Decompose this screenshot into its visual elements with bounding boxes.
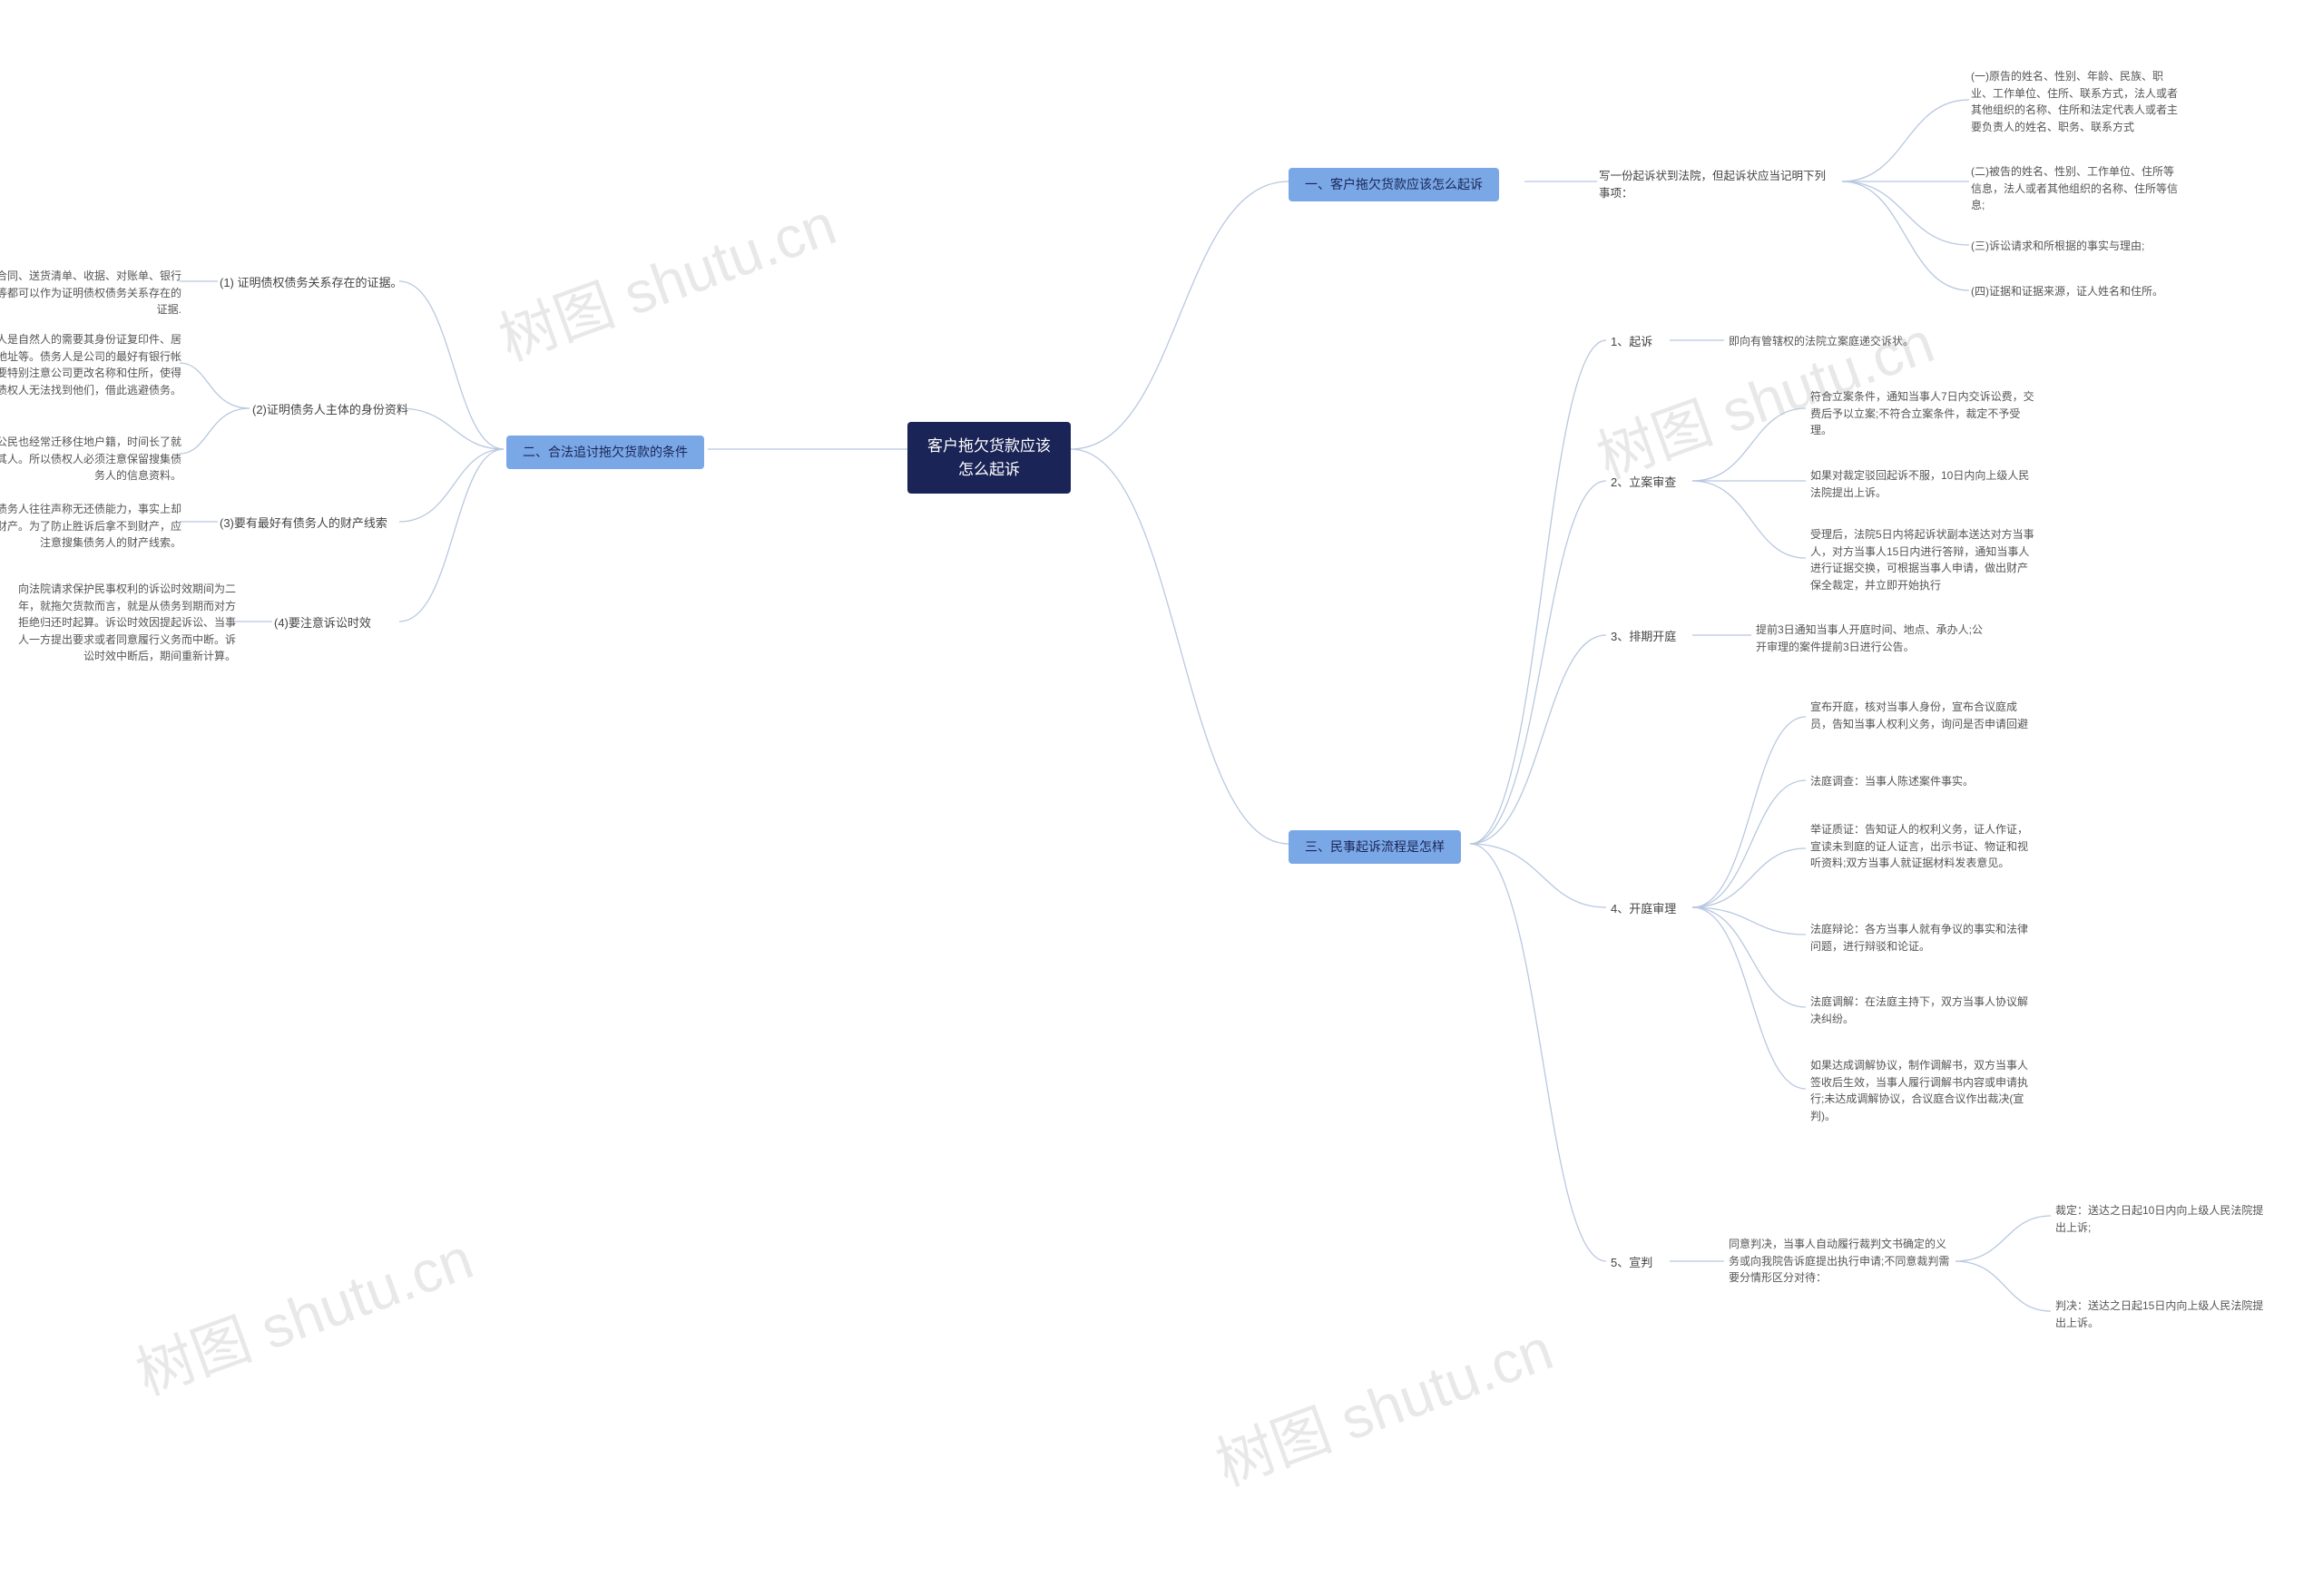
step-5-detail-1: 裁定：送达之日起10日内向上级人民法院提出上诉; bbox=[2055, 1202, 2264, 1236]
branch-1-item-3: (三)诉讼请求和所根据的事实与理由; bbox=[1971, 238, 2180, 255]
step-2-label: 2、立案审查 bbox=[1611, 474, 1676, 492]
branch-2-item-1-detail-1: 交易合同、送货清单、收据、对账单、银行记录等都可以作为证明债权债务关系存在的证据… bbox=[0, 268, 181, 318]
branch-2-item-3-label: (3)要有最好有债务人的财产线索 bbox=[220, 514, 387, 533]
step-4-label: 4、开庭审理 bbox=[1611, 900, 1676, 918]
step-3-label: 3、排期开庭 bbox=[1611, 628, 1676, 646]
branch-2-item-2-detail-1: 债务人是自然人的需要其身份证复印件、居住地址等。债务人是公司的最好有银行帐户。要… bbox=[0, 331, 181, 398]
branch-2-item-3-detail-1: 很多债务人往往声称无还债能力，事实上却隐匿财产。为了防止胜诉后拿不到财产，应注意… bbox=[0, 501, 181, 552]
step-5-intro: 同意判决，当事人自动履行裁判文书确定的义务或向我院告诉庭提出执行申请;不同意裁判… bbox=[1729, 1236, 1955, 1287]
step-5-detail-2: 判决：送达之日起15日内向上级人民法院提出上诉。 bbox=[2055, 1297, 2264, 1331]
branch-2-item-4-label: (4)要注意诉讼时效 bbox=[274, 614, 371, 632]
step-2-detail-2: 如果对裁定驳回起诉不服，10日内向上级人民法院提出上诉。 bbox=[1810, 467, 2037, 501]
watermark: 树图 shutu.cn bbox=[486, 178, 846, 377]
step-4-detail-2: 法庭调查：当事人陈述案件事实。 bbox=[1810, 773, 2037, 790]
step-4-detail-3: 举证质证：告知证人的权利义务，证人作证，宣读未到庭的证人证言，出示书证、物证和视… bbox=[1810, 821, 2037, 872]
step-4-detail-5: 法庭调解：在法庭主持下，双方当事人协议解决纠纷。 bbox=[1810, 994, 2037, 1027]
step-4-detail-1: 宣布开庭，核对当事人身份，宣布合议庭成员，告知当事人权利义务，询问是否申请回避 bbox=[1810, 699, 2037, 732]
branch-2-title: 二、合法追讨拖欠货款的条件 bbox=[506, 436, 704, 469]
branch-2-item-2-detail-2: 有的公民也经常迁移住地户籍，时间长了就查无其人。所以债权人必须注意保留搜集债务人… bbox=[0, 434, 181, 485]
step-1-label: 1、起诉 bbox=[1611, 333, 1652, 351]
step-4-detail-6: 如果达成调解协议，制作调解书，双方当事人签收后生效，当事人履行调解书内容或申请执… bbox=[1810, 1057, 2037, 1124]
step-4-detail-4: 法庭辩论：各方当事人就有争议的事实和法律问题，进行辩驳和论证。 bbox=[1810, 921, 2037, 955]
branch-1-item-1: (一)原告的姓名、性别、年龄、民族、职业、工作单位、住所、联系方式，法人或者其他… bbox=[1971, 68, 2180, 135]
branch-2-item-2-label: (2)证明债务人主体的身份资料 bbox=[252, 401, 408, 419]
branch-1-item-2: (二)被告的姓名、性别、工作单位、住所等信息，法人或者其他组织的名称、住所等信息… bbox=[1971, 163, 2180, 214]
step-2-detail-3: 受理后，法院5日内将起诉状副本送达对方当事人，对方当事人15日内进行答辩，通知当… bbox=[1810, 526, 2037, 593]
watermark: 树图 shutu.cn bbox=[123, 1212, 483, 1411]
step-2-detail-1: 符合立案条件，通知当事人7日内交诉讼费，交费后予以立案;不符合立案条件，裁定不予… bbox=[1810, 388, 2037, 439]
branch-1-title: 一、客户拖欠货款应该怎么起诉 bbox=[1289, 168, 1499, 201]
watermark: 树图 shutu.cn bbox=[1203, 1303, 1563, 1502]
branch-2-item-4-detail-1: 向法院请求保护民事权利的诉讼时效期间为二年，就拖欠货款而言，就是从债务到期而对方… bbox=[9, 581, 236, 665]
branch-1-intro: 写一份起诉状到法院，但起诉状应当记明下列事项： bbox=[1599, 168, 1835, 202]
step-3-detail-1: 提前3日通知当事人开庭时间、地点、承办人;公开审理的案件提前3日进行公告。 bbox=[1756, 622, 1983, 655]
step-1-detail-1: 即向有管辖权的法院立案庭递交诉状。 bbox=[1729, 333, 1955, 350]
center-topic: 客户拖欠货款应该怎么起诉 bbox=[907, 422, 1071, 494]
branch-2-item-1-label: (1) 证明债权债务关系存在的证据。 bbox=[220, 274, 403, 292]
branch-1-item-4: (四)证据和证据来源，证人姓名和住所。 bbox=[1971, 283, 2180, 300]
branch-3-title: 三、民事起诉流程是怎样 bbox=[1289, 830, 1461, 864]
step-5-label: 5、宣判 bbox=[1611, 1254, 1652, 1272]
